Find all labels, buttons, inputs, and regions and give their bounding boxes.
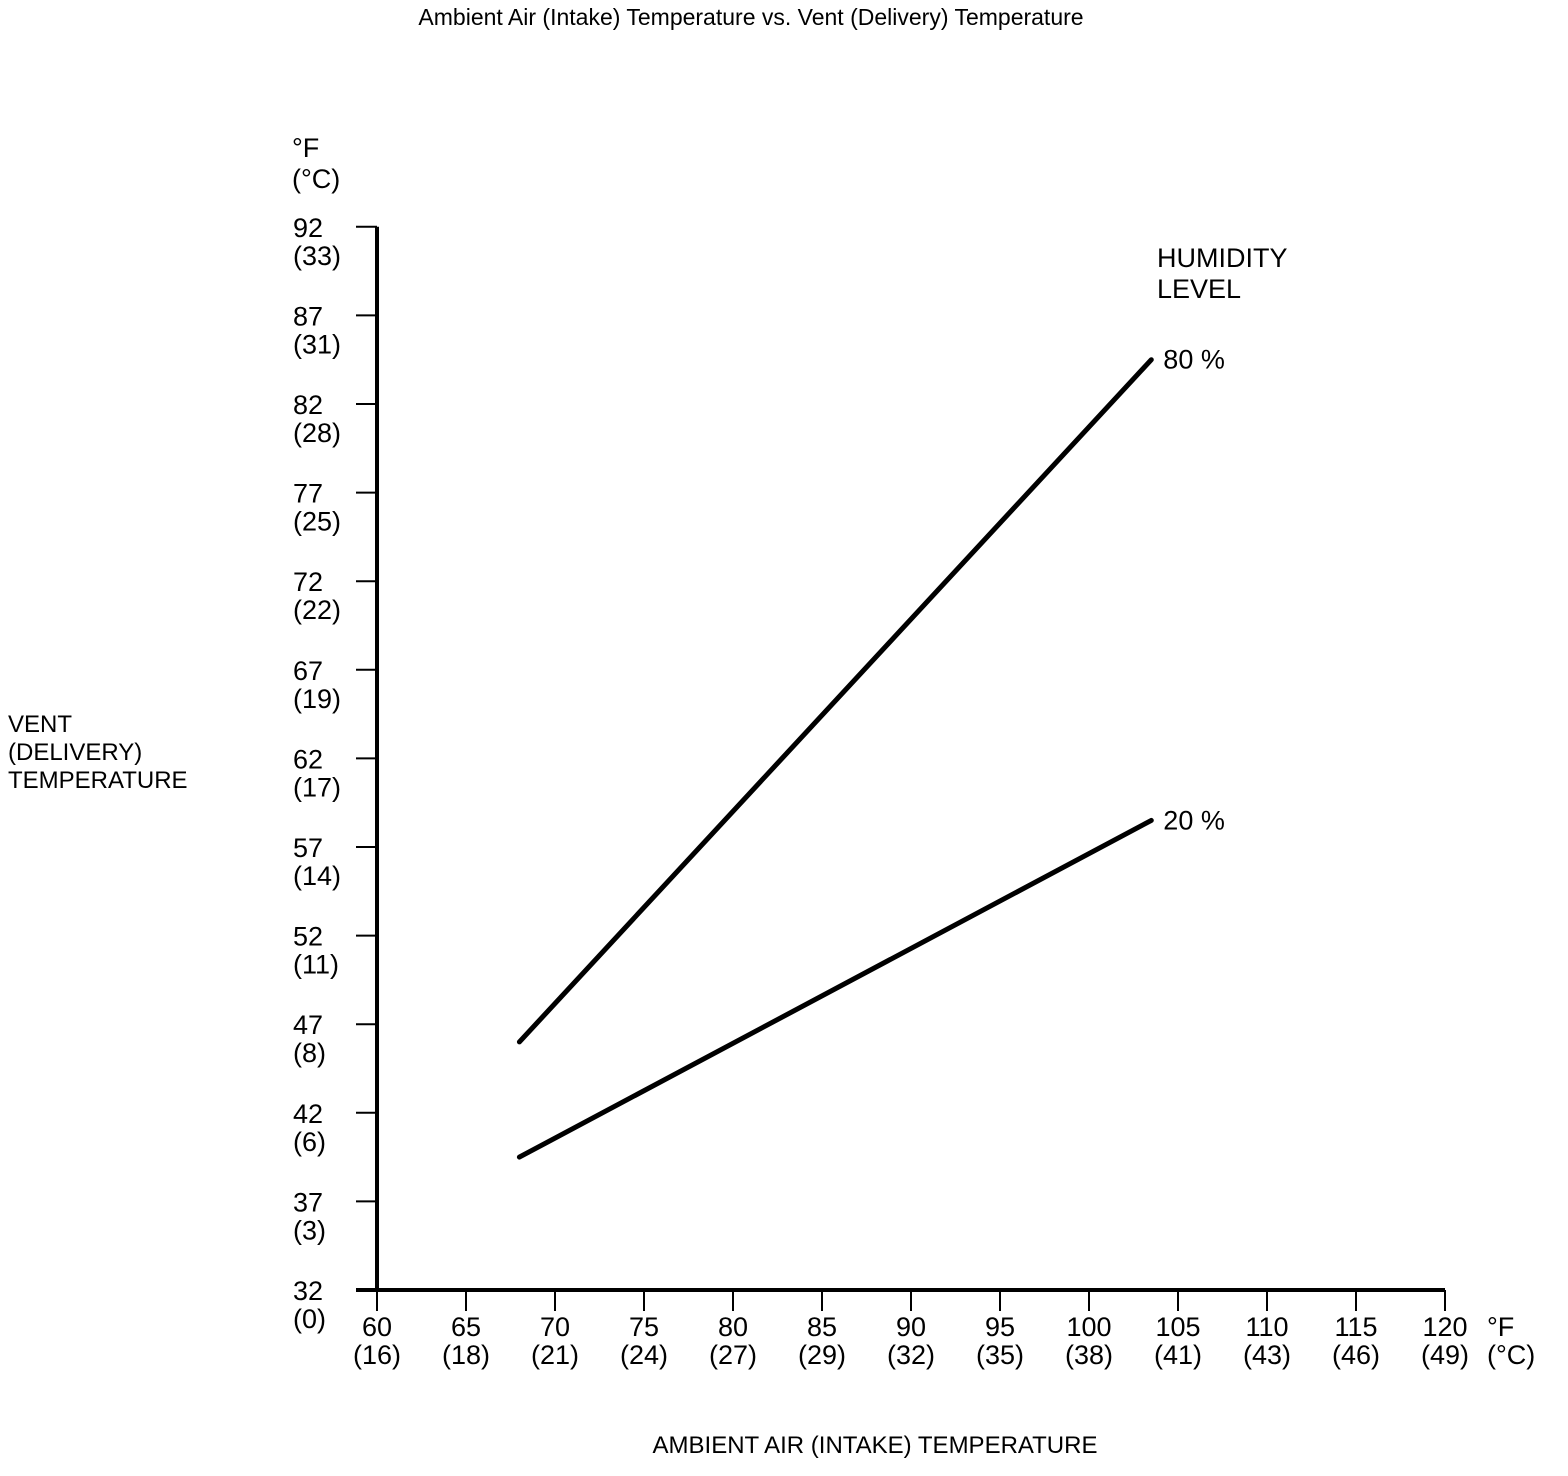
y-tick-label-f: 37 [293,1187,323,1217]
y-tick-label-f: 77 [293,479,323,509]
x-tick-label-c: (49) [1421,1340,1469,1370]
y-tick-label-c: (11) [293,950,339,980]
y-axis-unit-label: °F (°C) [292,133,340,195]
x-axis-unit-f: °F [1487,1312,1514,1342]
x-tick-label-c: (38) [1065,1340,1113,1370]
y-axis-caption-line: TEMPERATURE [8,767,188,794]
x-tick-label-f: 110 [1245,1312,1288,1342]
x-tick-label-f: 90 [896,1312,926,1342]
y-tick-label-c: (8) [293,1038,326,1068]
series-line-80 [516,357,1154,1045]
x-tick-label-c: (27) [709,1340,757,1370]
x-tick-label-c: (24) [620,1340,668,1370]
y-tick-label-c: (17) [293,772,341,802]
x-tick-label-f: 85 [807,1312,837,1342]
y-axis-caption-line: VENT [8,711,73,738]
x-tick-label-f: 120 [1422,1312,1467,1342]
y-tick-label-f: 57 [293,833,323,863]
legend-title: HUMIDITY LEVEL [1157,243,1288,305]
y-tick-label-c: (3) [293,1215,326,1245]
x-axis-unit-c: (°C) [1487,1340,1535,1370]
series-line-20 [516,817,1154,1160]
y-tick-label-f: 47 [293,1010,323,1040]
x-tick-label-c: (43) [1243,1340,1291,1370]
y-tick-label-c: (22) [293,595,341,625]
y-tick-label-c: (31) [293,329,341,359]
y-tick-label-f: 52 [293,922,323,952]
y-tick-label-f: 62 [293,744,323,774]
legend-title-line: HUMIDITY [1157,243,1288,273]
y-tick-label-f: 67 [293,656,323,686]
y-tick-label-c: (19) [293,684,341,714]
x-tick-label-f: 80 [718,1312,748,1342]
y-axis-unit-f: °F [292,133,320,163]
legend-title-line: LEVEL [1157,274,1242,304]
x-tick-label-c: (16) [353,1340,401,1370]
x-tick-label-c: (21) [531,1340,579,1370]
x-tick-label-f: 75 [629,1312,659,1342]
y-tick-label-c: (25) [293,507,341,537]
x-tick-label-c: (29) [798,1340,846,1370]
x-tick-label-f: 60 [362,1312,392,1342]
x-tick-label-f: 100 [1066,1312,1111,1342]
y-axis-caption: VENT (DELIVERY) TEMPERATURE [8,711,188,795]
x-tick-label-c: (41) [1154,1340,1202,1370]
x-tick-label-c: (18) [442,1340,490,1370]
y-axis-unit-c: (°C) [292,164,341,194]
x-tick-label-f: 115 [1334,1312,1377,1342]
x-tick-label-f: 70 [540,1312,570,1342]
series-label-80: 80 % [1163,345,1225,375]
x-tick-label-c: (32) [887,1340,935,1370]
y-tick-label-c: (0) [293,1304,326,1334]
y-tick-label-f: 72 [293,567,323,597]
y-tick-label-f: 82 [293,390,323,420]
x-tick-label-f: 65 [451,1312,481,1342]
x-tick-label-c: (35) [976,1340,1024,1370]
y-tick-label-f: 32 [293,1276,323,1306]
y-tick-label-c: (28) [293,418,341,448]
y-tick-label-c: (6) [293,1127,326,1157]
y-axis-caption-line: (DELIVERY) [8,739,143,766]
x-tick-label-f: 105 [1155,1312,1200,1342]
series-label-20: 20 % [1163,805,1225,835]
x-tick-label-c: (46) [1332,1340,1380,1370]
y-tick-label-f: 92 [293,213,323,243]
y-tick-label-f: 87 [293,301,323,331]
y-tick-label-c: (33) [293,241,341,271]
y-tick-label-f: 42 [293,1099,323,1129]
x-axis-caption: AMBIENT AIR (INTAKE) TEMPERATURE [652,1432,1098,1459]
y-tick-label-c: (14) [293,861,341,891]
x-tick-label-f: 95 [985,1312,1015,1342]
chart-title: Ambient Air (Intake) Temperature vs. Ven… [418,4,1084,30]
